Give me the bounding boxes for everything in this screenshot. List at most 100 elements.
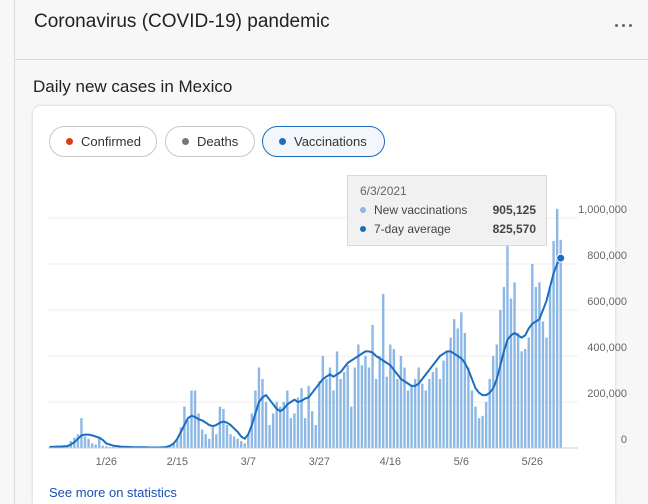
bar (378, 356, 381, 448)
bar (197, 413, 200, 448)
bar (453, 319, 456, 448)
bar (435, 367, 438, 448)
bar (211, 427, 214, 448)
bar (389, 344, 392, 448)
bar (506, 245, 509, 448)
bar (421, 383, 424, 448)
x-tick-label: 1/26 (96, 456, 117, 468)
bar (474, 406, 477, 448)
bar (484, 402, 488, 448)
bar (524, 349, 527, 448)
bar (76, 434, 80, 448)
bar (406, 390, 410, 448)
bar (495, 344, 498, 448)
chip-label: Confirmed (81, 134, 141, 149)
left-border (14, 0, 15, 504)
bar (87, 438, 90, 448)
bar (94, 444, 97, 448)
bar (346, 365, 349, 448)
bar (268, 425, 271, 448)
bar (250, 413, 254, 448)
chip-label: Deaths (197, 134, 239, 149)
bar (531, 264, 534, 448)
x-tick-label: 2/15 (167, 456, 188, 468)
bar (555, 208, 559, 448)
bar (385, 376, 388, 448)
bar (534, 287, 538, 448)
bar (176, 438, 179, 448)
bar (282, 402, 285, 448)
tooltip-row: 7-day average 825,570 (360, 222, 536, 236)
bar (516, 333, 520, 448)
average-line (49, 257, 562, 449)
hover-dot (556, 253, 566, 263)
bar (499, 310, 502, 448)
bar (467, 367, 470, 448)
bar (552, 241, 555, 448)
bar (193, 390, 197, 448)
bar (413, 379, 417, 448)
bar (424, 390, 427, 448)
bar (509, 298, 513, 448)
bar (513, 282, 516, 448)
bar (240, 441, 243, 448)
y-tick-label: 1,000,000 (578, 204, 627, 216)
bar (271, 413, 275, 448)
bar (538, 282, 541, 448)
bar (215, 434, 218, 448)
bar (371, 324, 374, 448)
tooltip-series: New vaccinations (374, 203, 468, 217)
bar (332, 390, 335, 448)
bar (311, 411, 314, 448)
bar (321, 356, 325, 448)
bar (254, 390, 257, 448)
bar (545, 337, 548, 448)
bar (399, 356, 403, 448)
bar (541, 321, 545, 448)
chip-label: Vaccinations (294, 134, 367, 149)
bar (374, 379, 378, 448)
bar (481, 415, 484, 448)
bar (431, 372, 435, 448)
bar (179, 427, 183, 448)
bar (357, 344, 360, 448)
bar (229, 434, 232, 448)
bar (559, 239, 562, 448)
y-tick-label: 400,000 (587, 342, 627, 354)
bar (456, 328, 459, 448)
y-tick-label: 800,000 (587, 250, 627, 262)
y-tick-label: 200,000 (587, 388, 627, 400)
x-tick-label: 4/16 (380, 456, 401, 468)
chip[interactable]: Deaths (165, 126, 255, 157)
bar (350, 406, 353, 448)
bar (296, 397, 300, 448)
x-tick-label: 3/7 (241, 456, 256, 468)
divider (15, 59, 648, 60)
bar (200, 429, 204, 448)
statistics-link[interactable]: See more on statistics (49, 485, 177, 500)
chip[interactable]: Confirmed (49, 126, 157, 157)
x-tick-label: 5/6 (454, 456, 469, 468)
bar (318, 381, 321, 448)
y-tick-label: 0 (621, 434, 627, 446)
bar (98, 437, 101, 448)
bar (410, 385, 413, 448)
bar (112, 446, 115, 448)
bar (367, 367, 371, 448)
bar (342, 372, 346, 448)
bar (470, 390, 474, 448)
bar (392, 349, 396, 448)
bar (520, 351, 523, 448)
bar (502, 287, 506, 448)
card-title: Daily new cases in Mexico (33, 77, 233, 96)
bar (382, 293, 385, 448)
bar (396, 379, 399, 448)
tooltip-title: 6/3/2021 (360, 184, 407, 198)
bar (477, 418, 481, 448)
more-menu[interactable] (615, 24, 637, 28)
bar (417, 367, 420, 448)
chip[interactable]: Vaccinations (262, 126, 385, 157)
bar (222, 408, 225, 448)
